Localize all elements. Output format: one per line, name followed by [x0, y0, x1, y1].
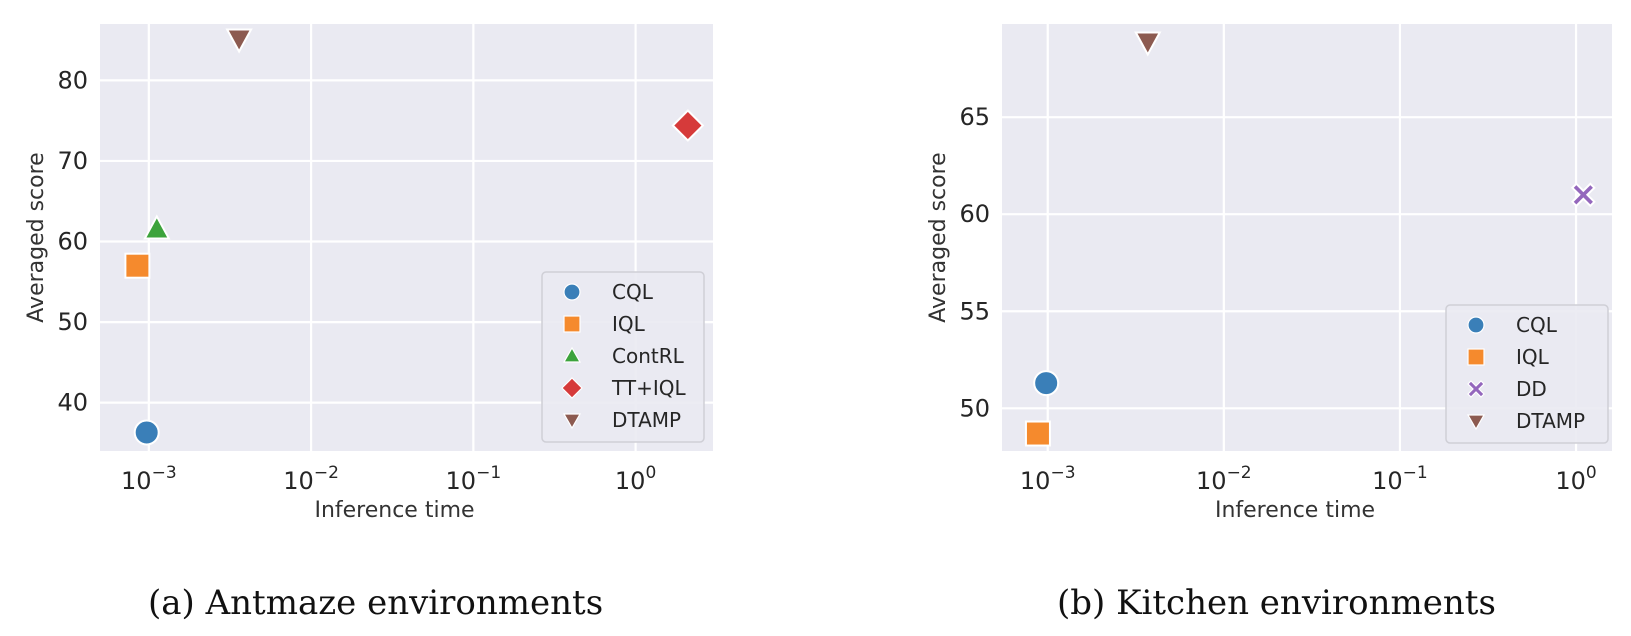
x-tick-label: 10−1: [446, 463, 502, 495]
legend-marker: [561, 377, 583, 399]
caption-antmaze: (a) Antmaze environments: [148, 583, 604, 623]
legend-label: CQL: [1516, 313, 1558, 337]
caption-kitchen: (b) Kitchen environments: [1057, 583, 1496, 623]
legend-marker: [1467, 380, 1485, 398]
data-point-contrl: [143, 214, 171, 240]
legend-label: IQL: [1516, 345, 1550, 369]
legend-marker: [1467, 316, 1485, 334]
data-point-iql: [124, 252, 151, 279]
x-tick-label: 10−3: [1020, 463, 1076, 495]
data-point-iql: [1024, 420, 1051, 447]
x-tick-label: 10−2: [283, 463, 339, 495]
y-tick-label: 60: [959, 200, 990, 228]
legend-label: CQL: [612, 280, 654, 304]
y-tick-label: 50: [57, 308, 88, 336]
y-tick-label: 65: [959, 103, 990, 131]
legend-marker: [562, 413, 582, 430]
legend-label: ContRL: [612, 344, 685, 368]
y-tick-label: 80: [57, 66, 88, 94]
x-tick-label: 100: [1555, 463, 1596, 495]
data-point-cql: [133, 419, 160, 446]
legend: CQL IQL DD DTAMP: [1445, 304, 1609, 444]
legend-box: [1445, 304, 1609, 444]
data-point-dtamp: [1134, 31, 1162, 57]
x-tick-label: 100: [615, 463, 656, 495]
y-tick-label: 70: [57, 147, 88, 175]
y-tick-label: 60: [57, 228, 88, 256]
legend-marker: [563, 283, 581, 301]
data-point-cql: [1033, 370, 1060, 397]
chart-kitchen: 10−3 10−2 10−1 100 50 55 60 65 Inference time Ave…: [926, 24, 1612, 523]
y-tick-label: 40: [57, 389, 88, 417]
y-axis-title: Averaged score: [926, 152, 951, 322]
chart-antmaze: 10−3 10−2 10−1 100 40 50 60 70 80 Inference time A…: [24, 24, 713, 523]
legend-label: TT+IQL: [611, 376, 686, 400]
x-tick-label: 10−3: [121, 463, 177, 495]
x-tick-label: 10−1: [1372, 463, 1428, 495]
legend-box: [541, 271, 705, 443]
legend-marker: [1466, 414, 1486, 431]
y-axis-title: Averaged score: [24, 152, 49, 322]
data-point-dd: [1570, 182, 1596, 208]
legend-marker: [562, 346, 582, 363]
legend-label: DTAMP: [1516, 409, 1585, 433]
legend-marker: [1467, 348, 1485, 366]
legend-label: DTAMP: [612, 408, 681, 432]
data-point-tt-iql: [671, 109, 705, 142]
legend-label: IQL: [612, 312, 646, 336]
x-tick-label: 10−2: [1196, 463, 1252, 495]
legend: CQL IQL ContRL TT+IQL DTAMP: [541, 271, 705, 443]
data-point-dtamp: [225, 28, 253, 54]
y-tick-label: 55: [959, 297, 990, 325]
x-axis-title: Inference time: [314, 498, 474, 523]
y-tick-label: 50: [959, 394, 990, 422]
x-axis-title: Inference time: [1215, 498, 1375, 523]
legend-label: DD: [1516, 377, 1547, 401]
legend-marker: [563, 315, 581, 333]
